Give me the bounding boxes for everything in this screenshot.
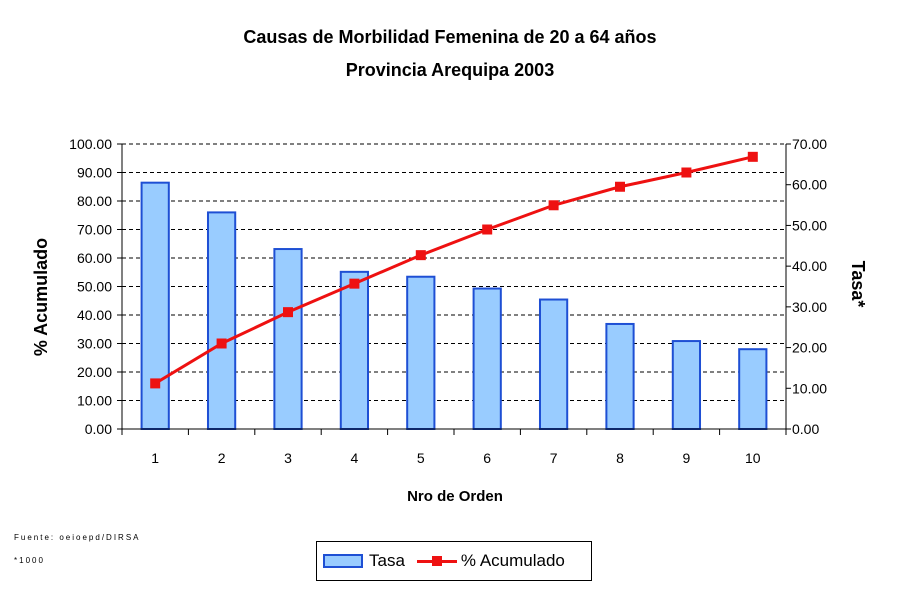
- x-tick-label: 6: [483, 450, 491, 466]
- point-acumulado: [415, 250, 426, 261]
- bar-tasa: [206, 211, 237, 430]
- point-acumulado: [349, 278, 360, 289]
- y-right-tick-label: 30.00: [792, 299, 827, 315]
- y-axis-right-title: Tasa*: [848, 261, 868, 308]
- bar-tasa: [671, 340, 702, 430]
- legend-item-acumulado: % Acumulado: [405, 551, 565, 571]
- x-axis-title: Nro de Orden: [407, 488, 503, 505]
- y-left-tick-label: 30.00: [77, 336, 112, 352]
- bar-swatch-icon: [323, 554, 363, 568]
- x-tick-label: 7: [550, 450, 558, 466]
- x-tick-label: 3: [284, 450, 292, 466]
- line-acumulado: [154, 155, 754, 385]
- x-tick-label: 8: [616, 450, 624, 466]
- y-left-tick-label: 70.00: [77, 222, 112, 238]
- point-acumulado: [283, 307, 293, 318]
- unit-note: *1000: [14, 556, 45, 565]
- point-acumulado: [548, 200, 559, 211]
- x-tick-label: 5: [417, 450, 425, 466]
- point-acumulado: [150, 378, 161, 389]
- source-note: Fuente: oeioepd/DIRSA: [14, 533, 141, 542]
- x-tick-label: 1: [151, 450, 159, 466]
- y-left-tick-label: 90.00: [77, 165, 112, 181]
- bar-tasa: [605, 322, 635, 431]
- point-acumulado: [681, 167, 692, 178]
- bar-tasa: [140, 181, 170, 430]
- y-right-tick-label: 50.00: [792, 217, 827, 233]
- tick-labels: 0.0010.0020.0030.0040.0050.0060.0070.008…: [69, 136, 827, 466]
- bar-series: [140, 181, 768, 431]
- line-series: [150, 151, 758, 389]
- point-acumulado: [747, 151, 758, 162]
- x-tick-label: 10: [745, 450, 761, 466]
- chart-legend: Tasa % Acumulado: [316, 541, 592, 581]
- y-left-tick-label: 100.00: [69, 136, 112, 152]
- bar-tasa: [406, 275, 436, 430]
- y-right-tick-label: 40.00: [792, 258, 827, 274]
- x-tick-label: 4: [351, 450, 359, 466]
- y-left-tick-label: 0.00: [85, 421, 112, 437]
- chart-title: Causas de Morbilidad Femenina de 20 a 64…: [243, 27, 657, 47]
- bar-tasa: [538, 298, 569, 430]
- y-axis-left-title: % Acumulado: [31, 238, 51, 356]
- y-right-tick-label: 20.00: [792, 340, 827, 356]
- y-left-tick-label: 50.00: [77, 279, 112, 295]
- bar-tasa: [273, 248, 303, 430]
- y-left-tick-label: 20.00: [77, 364, 112, 380]
- legend-label-tasa: Tasa: [369, 551, 405, 570]
- y-left-tick-label: 10.00: [77, 393, 112, 409]
- x-tick-label: 2: [218, 450, 226, 466]
- chart-subtitle: Provincia Arequipa 2003: [345, 60, 555, 80]
- y-left-tick-label: 60.00: [77, 250, 112, 266]
- point-acumulado: [615, 181, 625, 192]
- x-tick-label: 9: [683, 450, 691, 466]
- y-right-tick-label: 60.00: [792, 177, 827, 193]
- legend-label-acumulado: % Acumulado: [460, 551, 565, 570]
- y-left-tick-label: 80.00: [77, 193, 112, 209]
- legend-item-tasa: Tasa: [317, 551, 405, 571]
- y-right-tick-label: 10.00: [792, 380, 827, 396]
- y-left-tick-label: 40.00: [77, 307, 112, 323]
- bar-tasa: [472, 287, 502, 430]
- line-marker-icon: [416, 554, 457, 568]
- point-acumulado: [216, 338, 227, 349]
- y-right-tick-label: 70.00: [792, 136, 827, 152]
- point-acumulado: [482, 224, 493, 235]
- bar-tasa: [738, 348, 768, 431]
- y-right-tick-label: 0.00: [792, 421, 819, 437]
- bar-tasa: [339, 270, 370, 431]
